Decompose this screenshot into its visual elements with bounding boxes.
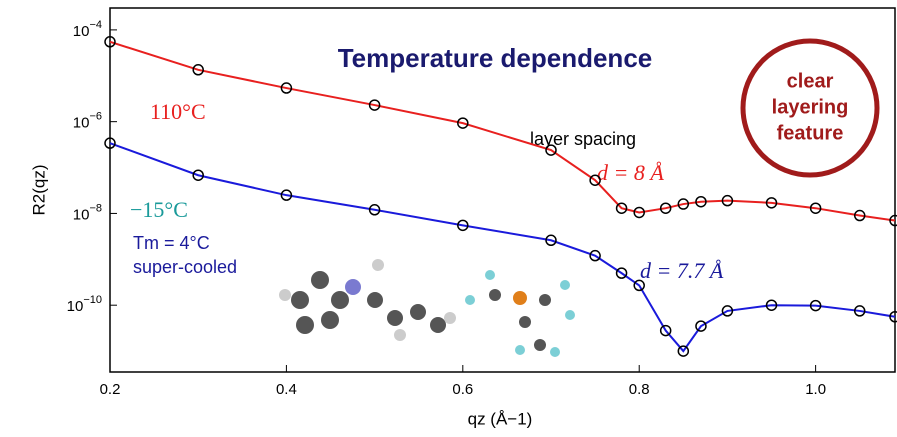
data-point: [695, 195, 707, 208]
data-point: [889, 214, 897, 227]
y-tick-label: 10−4: [73, 19, 102, 40]
plot-frame: [109, 7, 896, 373]
data-point: [695, 320, 707, 332]
y-axis-label: R2(qz): [29, 164, 48, 215]
data-point: [659, 202, 672, 214]
data-point: [721, 305, 734, 317]
annotation: super-cooled: [133, 257, 237, 277]
x-tick-label: 0.4: [276, 381, 297, 398]
annotation: d = 7.7 Å: [640, 258, 724, 283]
data-point: [615, 267, 628, 279]
x-tick-label: 0.2: [100, 381, 121, 398]
data-point: [809, 202, 822, 214]
data-point: [104, 36, 116, 48]
x-axis-label: qz (Å−1): [468, 409, 533, 428]
data-point: [192, 64, 204, 76]
data-point: [765, 299, 778, 311]
y-tick-label: 10−8: [73, 202, 102, 223]
fit-line: [109, 142, 896, 353]
data-point: [192, 169, 204, 181]
data-point: [677, 198, 690, 210]
x-tick-label: 0.6: [452, 381, 473, 398]
data-point: [589, 174, 601, 186]
molecule-decoration: [279, 259, 575, 357]
data-point: [545, 144, 557, 156]
annotation: feature: [777, 122, 844, 144]
data-point: [368, 99, 381, 111]
data-point: [545, 234, 557, 247]
annotation: layer spacing: [530, 129, 636, 149]
highlight-circle: [740, 38, 880, 178]
annotation: d = 8 Å: [597, 160, 664, 185]
annotation: Tm = 4°C: [133, 233, 210, 253]
data-point: [104, 137, 116, 149]
data-point: [589, 249, 601, 262]
x-tick-label: 0.8: [629, 381, 650, 398]
y-tick-label: 10−6: [73, 111, 102, 132]
data-point: [633, 206, 645, 219]
data-point: [721, 194, 734, 207]
data-point: [368, 204, 381, 216]
y-tick-label: 10−10: [67, 294, 102, 315]
data-point: [457, 117, 469, 129]
annotation: clear: [787, 70, 834, 92]
data-point: [633, 279, 645, 292]
data-point: [765, 197, 778, 209]
series-label: 110°C: [150, 99, 206, 124]
data-point: [280, 189, 293, 201]
data-point: [853, 209, 866, 222]
data-point: [615, 202, 628, 214]
chart-title: Temperature dependence: [338, 43, 653, 73]
data-point: [659, 324, 672, 337]
annotation: layering: [772, 96, 849, 118]
data-point: [457, 219, 469, 232]
data-point: [677, 345, 690, 357]
data-point: [809, 299, 822, 312]
data-point: [280, 82, 293, 94]
series-label: −15°C: [130, 197, 188, 222]
data-point: [889, 311, 897, 323]
x-tick-label: 1.0: [805, 381, 826, 398]
fit-line: [109, 40, 896, 222]
data-point: [853, 305, 866, 317]
